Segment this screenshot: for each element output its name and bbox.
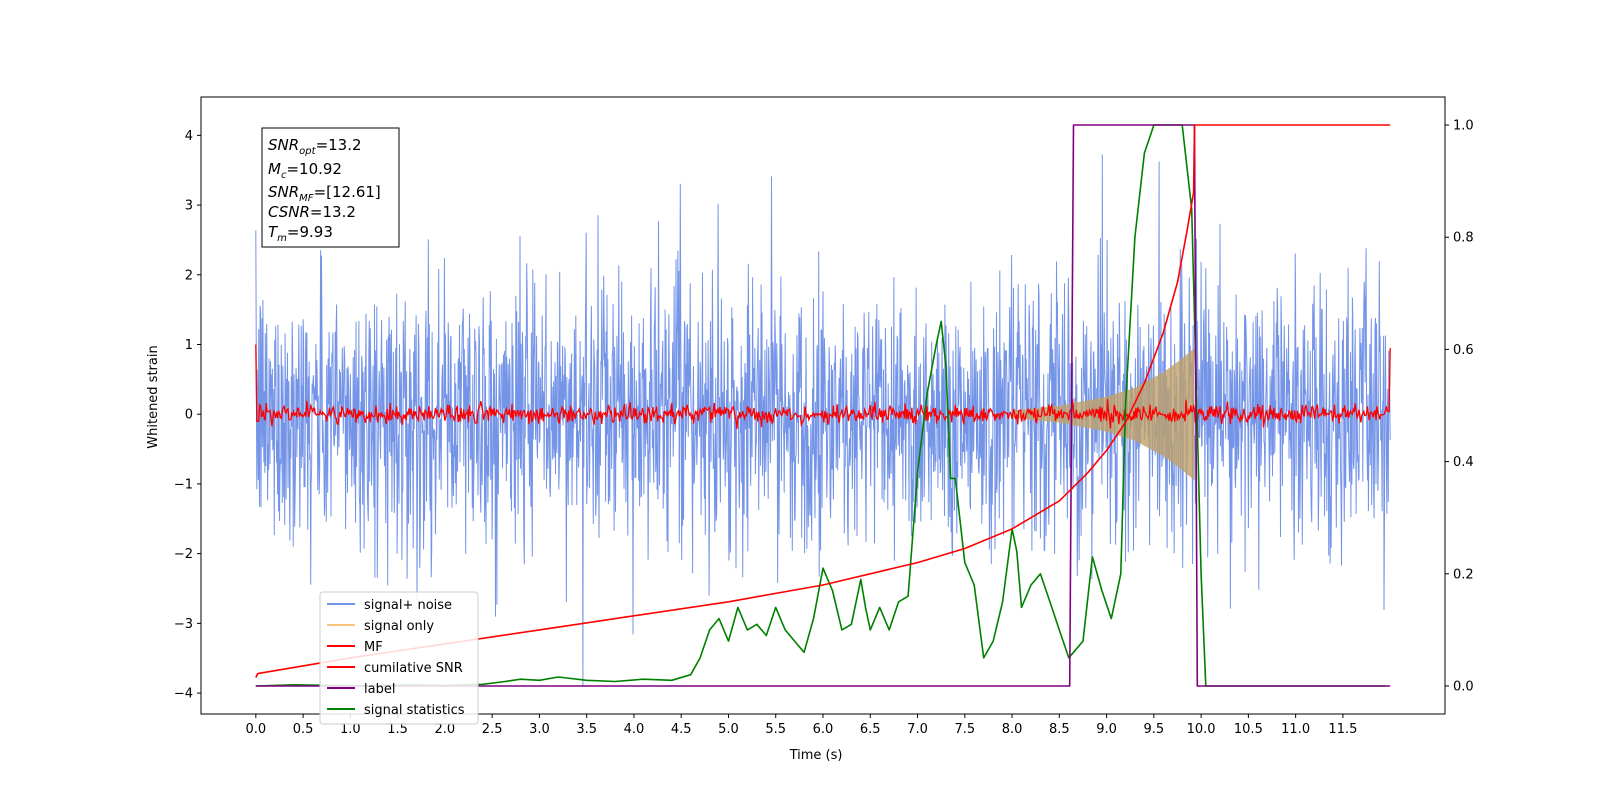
x-axis-title: Time (s)	[789, 748, 843, 763]
y-right-tick-label: 0.8	[1453, 231, 1474, 246]
y-axis-left-ticks: −4 −3 −2 −1 0 1 2 3 4	[174, 129, 201, 702]
x-tick-label: 4.0	[624, 722, 645, 737]
series-signal-noise	[255, 154, 1391, 687]
info-box-frame	[261, 127, 400, 248]
x-tick-label: 2.0	[435, 722, 456, 737]
series-cumulative-snr	[255, 124, 1391, 678]
x-tick-label: 1.5	[387, 722, 408, 737]
x-tick-label: 3.5	[576, 722, 597, 737]
x-tick-label: 11.0	[1281, 722, 1310, 737]
y-left-tick-label: −2	[174, 547, 193, 562]
plot-area	[255, 124, 1391, 687]
legend: signal+ noise signal only MF cumilative …	[319, 591, 479, 725]
series-label	[255, 124, 1391, 687]
series-mf	[255, 344, 1391, 430]
x-tick-label: 5.0	[718, 722, 739, 737]
info-csnr: CSNR=13.2	[268, 203, 356, 221]
y-left-tick-label: 1	[185, 338, 193, 353]
x-tick-label: 7.5	[954, 722, 975, 737]
legend-label-mf: MF	[364, 640, 383, 655]
x-tick-label: 4.5	[671, 722, 692, 737]
x-tick-label: 11.5	[1328, 722, 1357, 737]
y-right-tick-label: 1.0	[1453, 119, 1474, 134]
legend-label-signal-statistics: signal statistics	[364, 703, 465, 718]
info-box: SNRopt=13.2 Mc=10.92 SNRMF=[12.61] CSNR=…	[261, 127, 400, 248]
legend-label-cumulative-snr: cumilative SNR	[364, 661, 463, 676]
x-tick-label: 9.0	[1096, 722, 1117, 737]
x-tick-label: 5.5	[765, 722, 786, 737]
x-tick-label: 0.0	[245, 722, 266, 737]
y-left-tick-label: 0	[185, 408, 193, 423]
x-tick-label: 8.0	[1002, 722, 1023, 737]
x-tick-label: 6.0	[813, 722, 834, 737]
y-left-tick-label: 3	[185, 199, 193, 214]
info-snr-opt: SNRopt=13.2	[268, 136, 362, 157]
y-axis-right-ticks: 0.0 0.2 0.4 0.6 0.8 1.0	[1445, 119, 1474, 694]
series-signal-statistics	[255, 124, 1386, 687]
y-left-tick-label: 2	[185, 268, 193, 283]
x-tick-label: 10.5	[1234, 722, 1263, 737]
x-tick-label: 1.0	[340, 722, 361, 737]
y-right-tick-label: 0.2	[1453, 567, 1474, 582]
x-tick-label: 7.0	[907, 722, 928, 737]
legend-label-signal-only: signal only	[364, 619, 434, 634]
y-right-tick-label: 0.4	[1453, 455, 1474, 470]
info-tm: Tm=9.93	[268, 223, 333, 244]
x-tick-label: 0.5	[293, 722, 314, 737]
x-tick-label: 2.5	[482, 722, 503, 737]
y-right-tick-label: 0.0	[1453, 679, 1474, 694]
y-left-tick-label: −1	[174, 477, 193, 492]
x-tick-label: 10.0	[1187, 722, 1216, 737]
x-tick-label: 8.5	[1049, 722, 1070, 737]
x-tick-label: 9.5	[1144, 722, 1165, 737]
legend-label-signal-noise: signal+ noise	[364, 598, 452, 613]
info-snr-mf: SNRMF=[12.61]	[268, 183, 381, 204]
x-tick-label: 3.0	[529, 722, 550, 737]
plot-series-group	[255, 124, 1391, 687]
x-tick-label: 6.5	[860, 722, 881, 737]
y-left-tick-label: −4	[174, 687, 193, 702]
legend-label-label: label	[364, 682, 395, 697]
x-axis-ticks: 0.0 0.5 1.0 1.5 2.0 2.5 3.0 3.5 4.0 4.5 5.0 5.5 6.0 6…	[245, 714, 1357, 737]
y-axis-left-title: Whitened strain	[146, 345, 161, 448]
y-right-tick-label: 0.6	[1453, 343, 1474, 358]
info-mc: Mc=10.92	[268, 160, 342, 181]
legend-frame	[319, 591, 479, 725]
y-left-tick-label: −3	[174, 617, 193, 632]
y-left-tick-label: 4	[185, 129, 193, 144]
